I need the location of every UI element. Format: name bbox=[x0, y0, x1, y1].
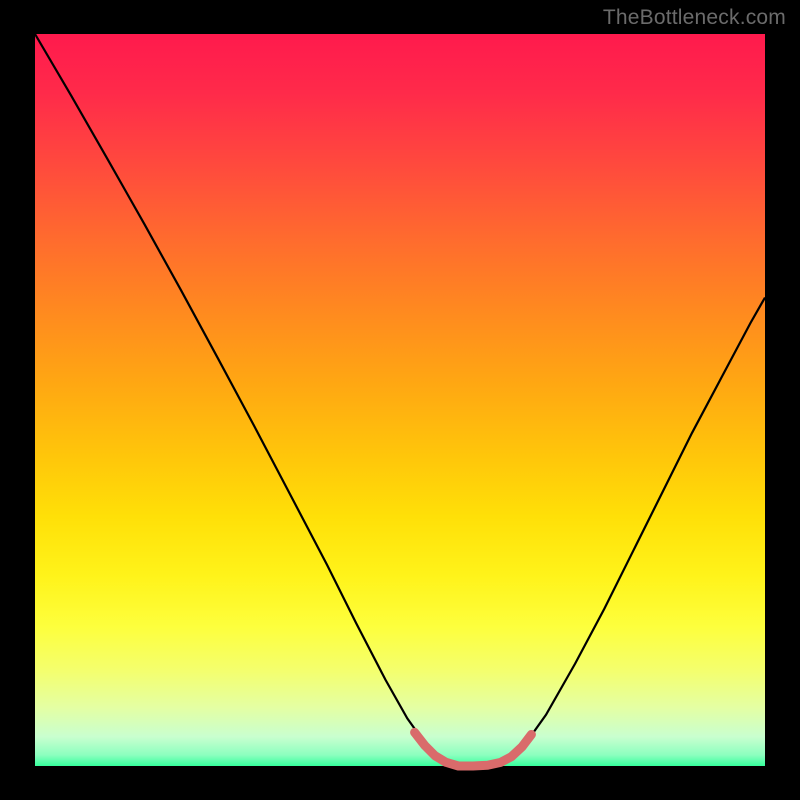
chart-svg bbox=[0, 0, 800, 800]
gradient-rect bbox=[35, 34, 765, 766]
watermark-text: TheBottleneck.com bbox=[603, 6, 786, 30]
